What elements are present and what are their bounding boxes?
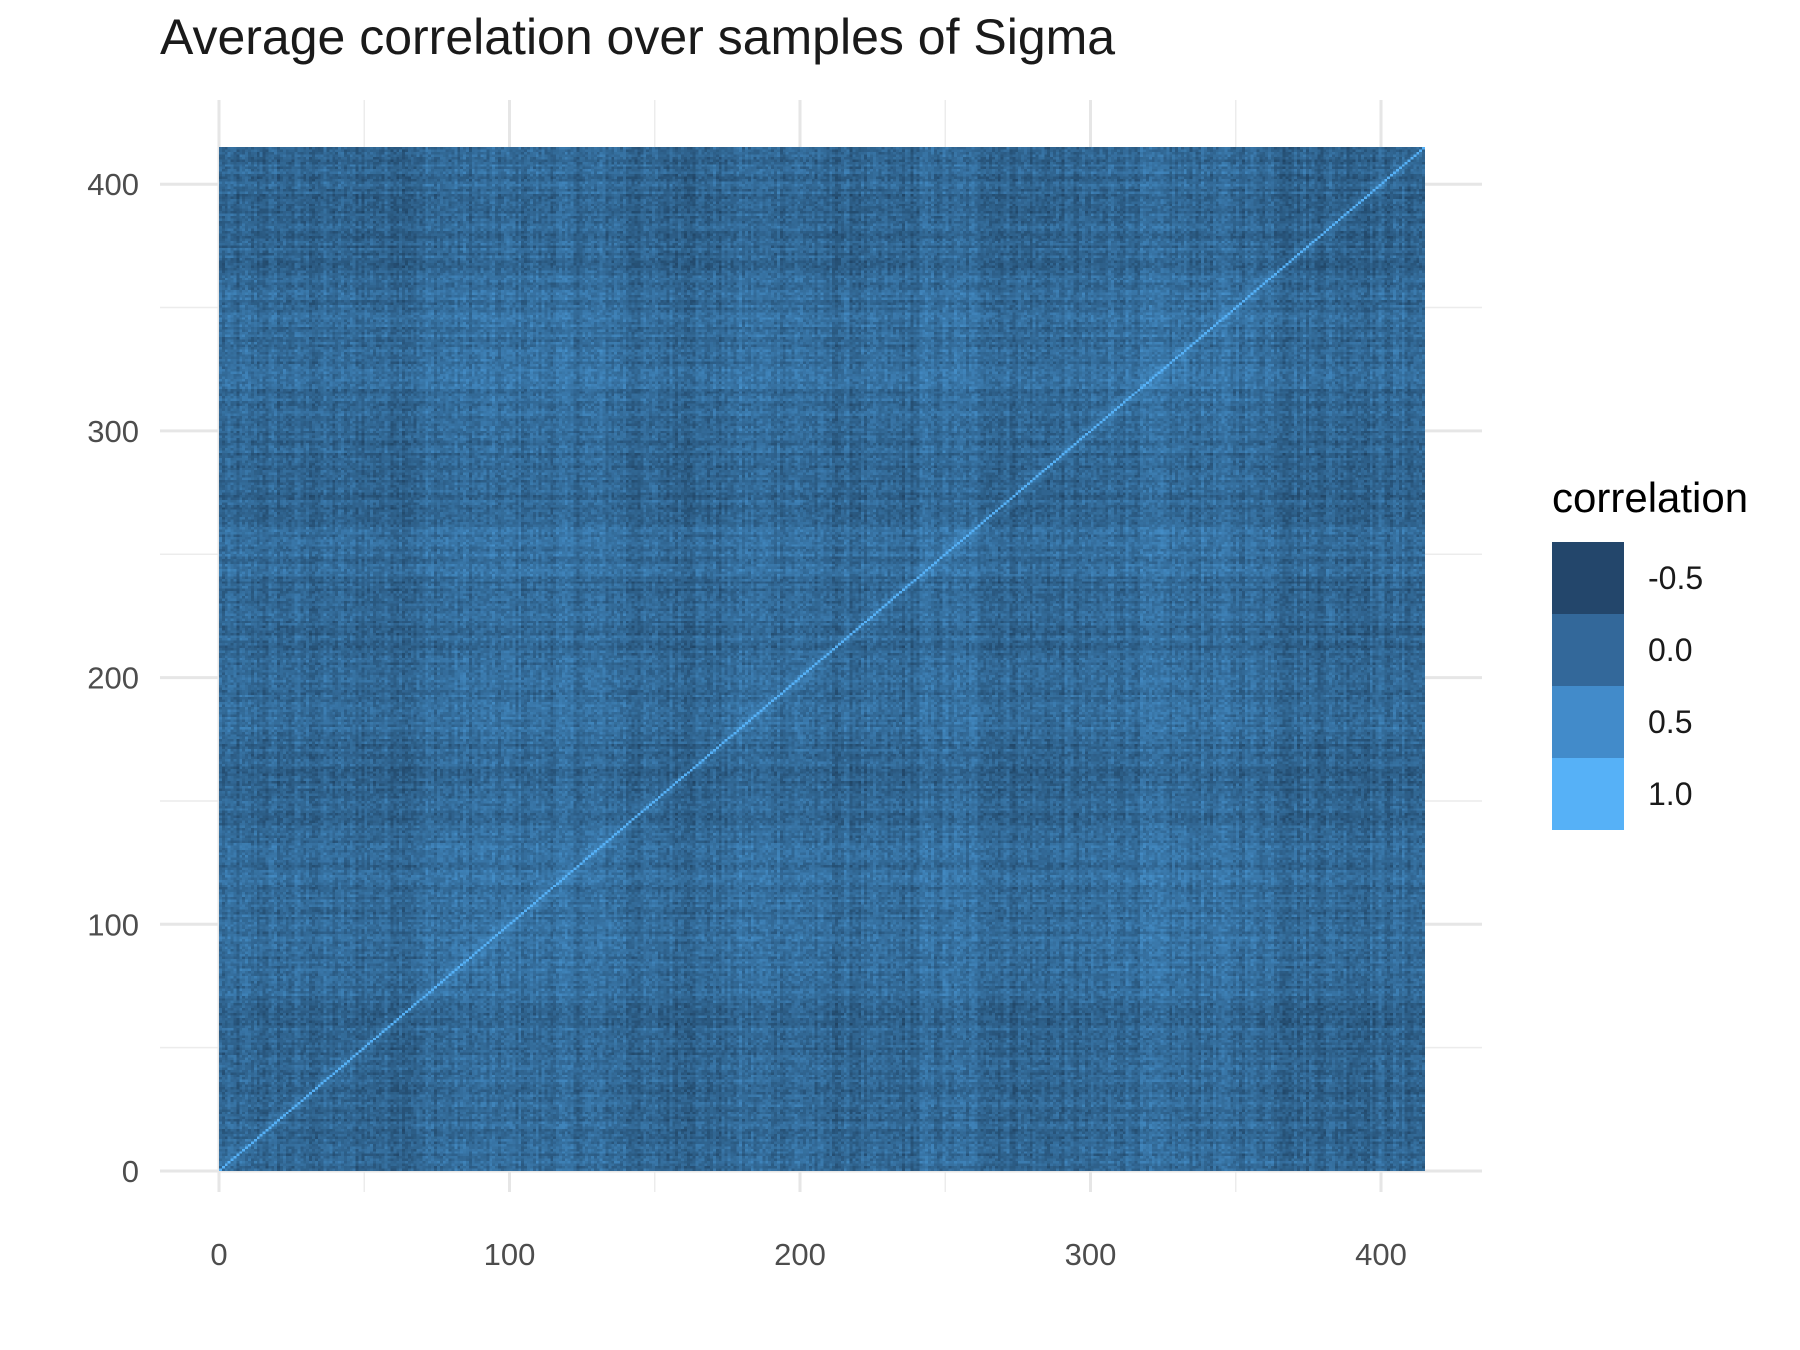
- legend-label: 0.0: [1648, 631, 1693, 668]
- y-tick-label: 200: [87, 661, 139, 696]
- legend-label: 0.5: [1648, 703, 1693, 740]
- y-tick-label: 0: [122, 1154, 139, 1189]
- x-tick-label: 0: [210, 1237, 227, 1272]
- legend-swatch: [1552, 758, 1624, 830]
- chart-title: Average correlation over samples of Sigm…: [160, 9, 1116, 65]
- heatmap-tiles: [219, 147, 1425, 1171]
- y-tick-label: 300: [87, 414, 139, 449]
- legend-swatch: [1552, 614, 1624, 686]
- legend-label: -0.5: [1648, 559, 1704, 596]
- x-tick-label: 400: [1355, 1237, 1407, 1272]
- legend-label: 1.0: [1648, 775, 1693, 812]
- axis-tick-labels: 0 100 200 300 400 0 100 200 300 400: [87, 167, 1407, 1272]
- legend-swatch: [1552, 542, 1624, 614]
- legend-item: 0.5: [1552, 686, 1748, 758]
- legend-item: -0.5: [1552, 542, 1748, 614]
- x-tick-label: 300: [1065, 1237, 1117, 1272]
- legend-keys: -0.5 0.0 0.5 1.0: [1552, 542, 1748, 830]
- legend-item: 0.0: [1552, 614, 1748, 686]
- legend: correlation -0.5 0.0 0.5 1.0: [1552, 474, 1748, 830]
- legend-item: 1.0: [1552, 758, 1748, 830]
- y-tick-label: 400: [87, 167, 139, 202]
- legend-title: correlation: [1552, 474, 1749, 521]
- legend-swatch: [1552, 686, 1624, 758]
- y-tick-label: 100: [87, 907, 139, 942]
- x-tick-label: 200: [774, 1237, 826, 1272]
- x-tick-label: 100: [484, 1237, 536, 1272]
